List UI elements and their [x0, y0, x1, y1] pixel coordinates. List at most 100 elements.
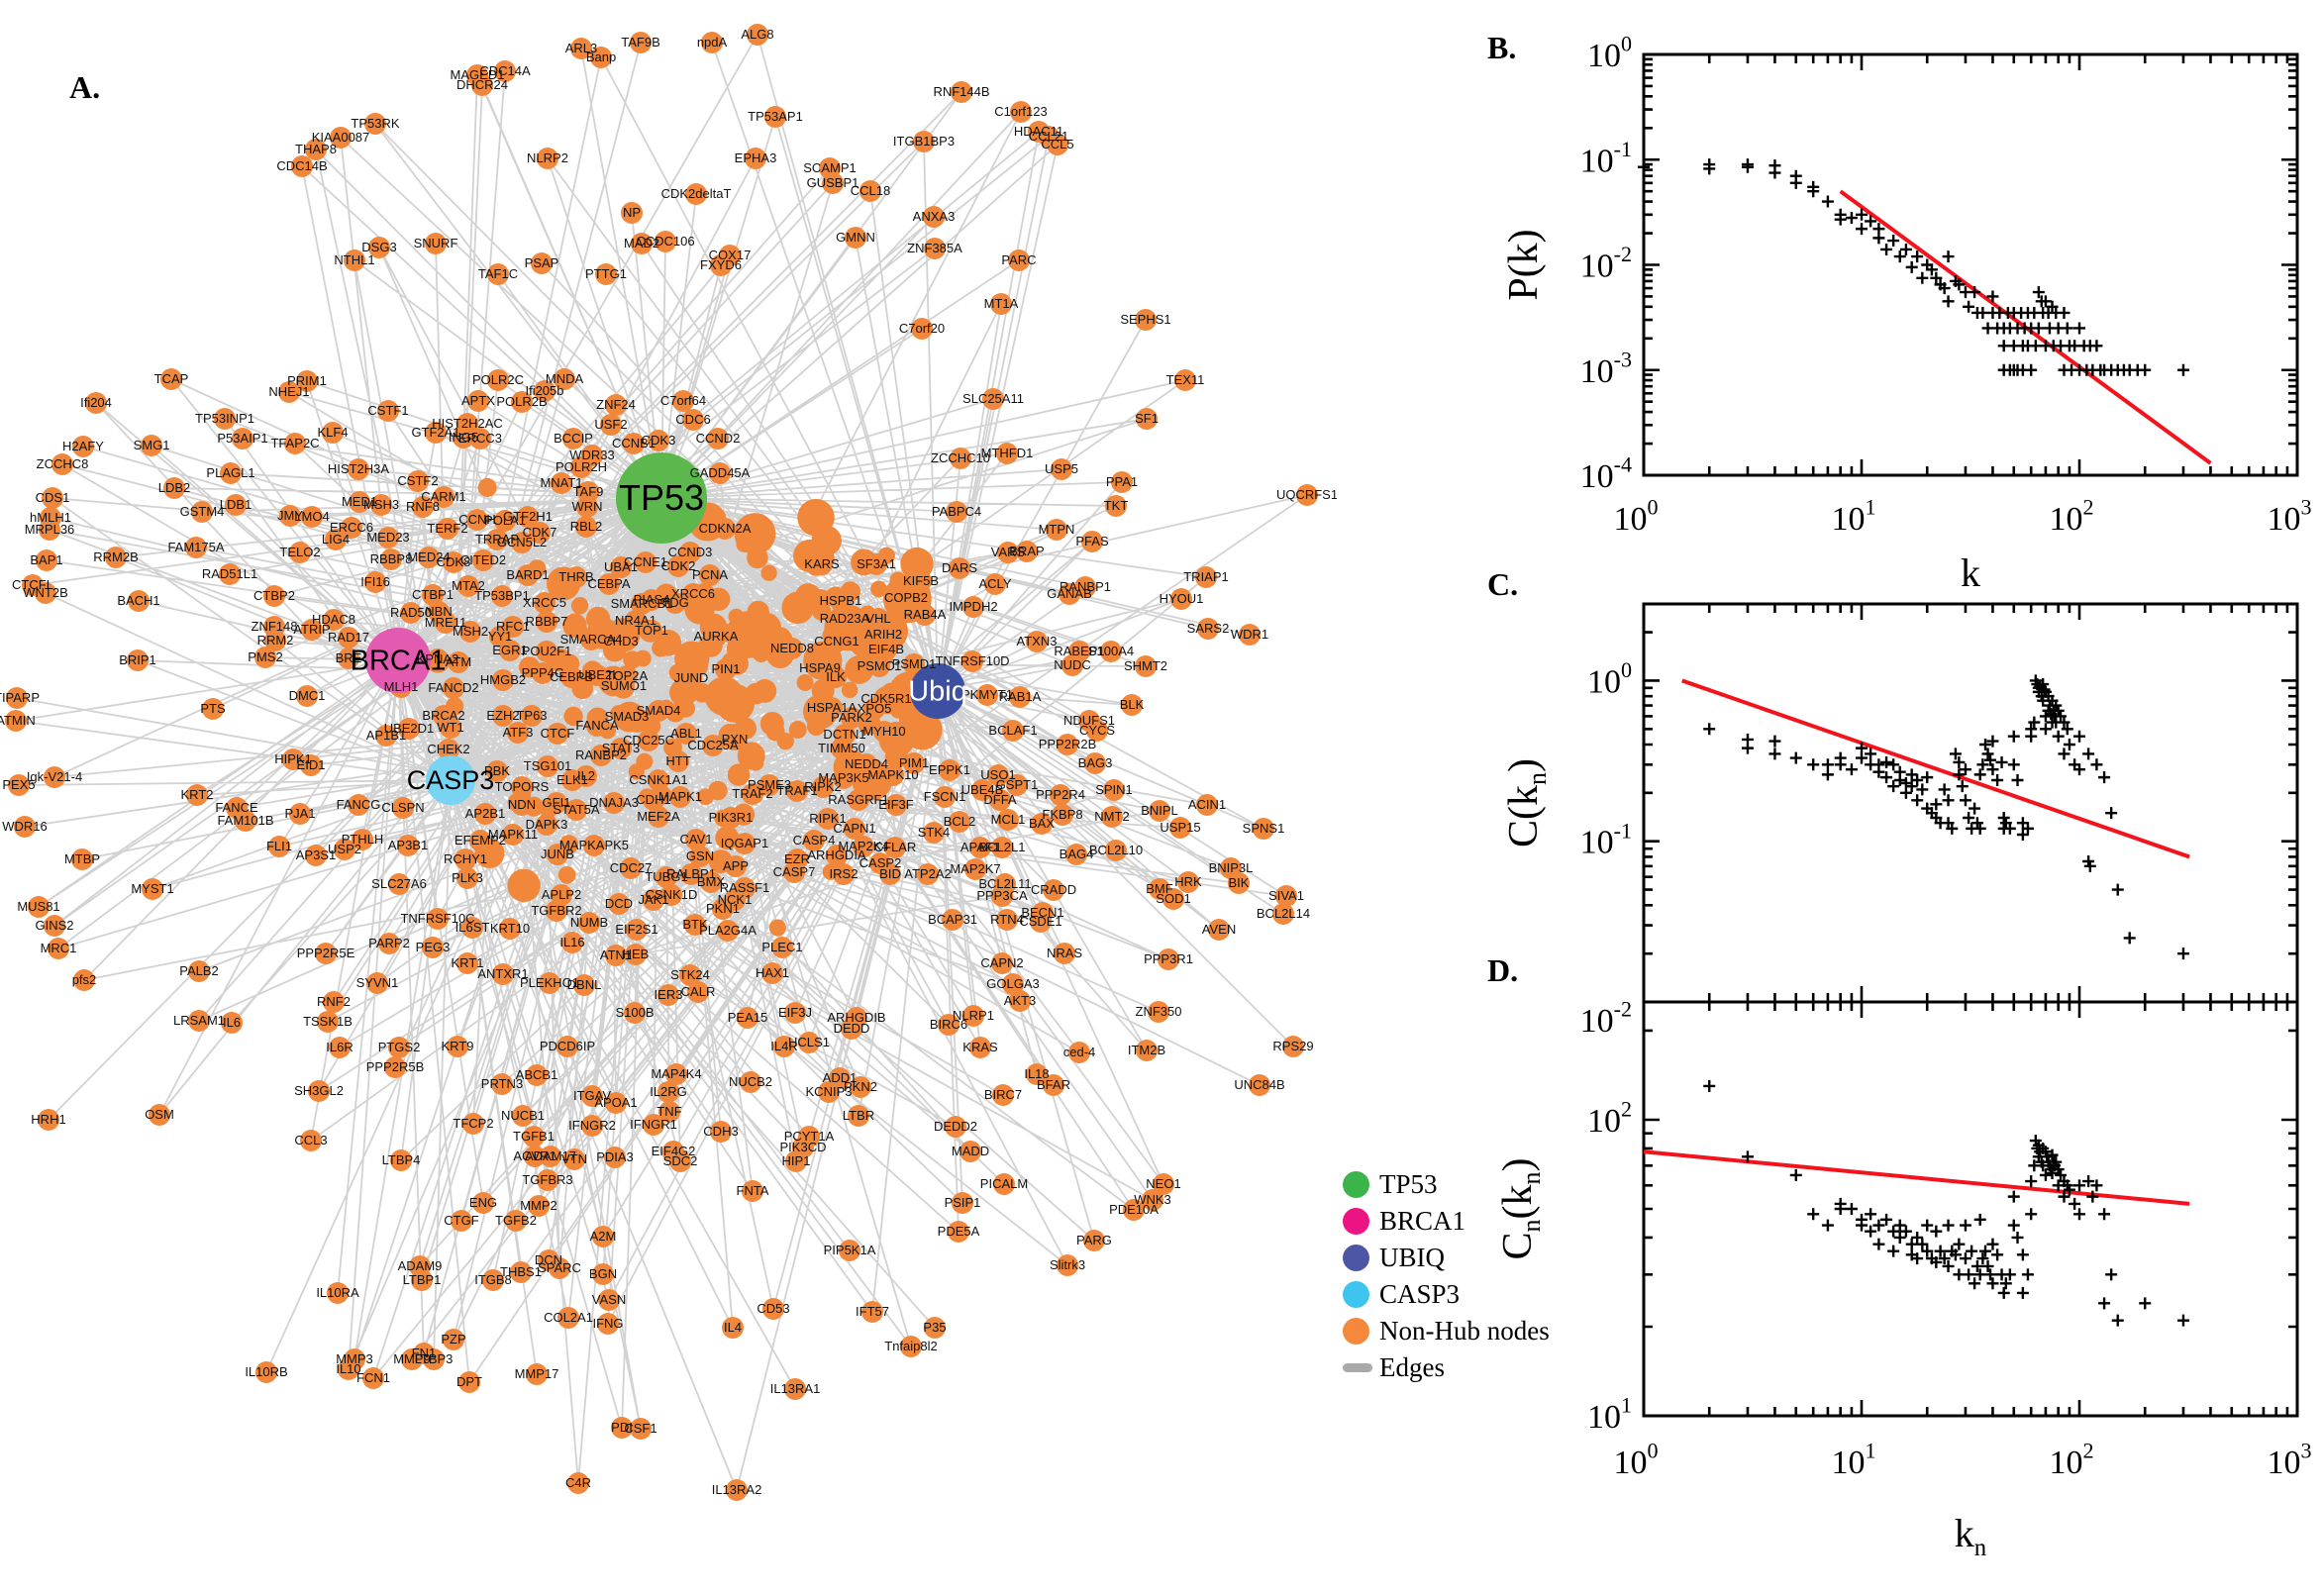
network-node-label: IFNGR2	[568, 1118, 616, 1133]
network-node	[949, 811, 970, 833]
network-node	[289, 803, 311, 825]
network-node	[469, 830, 491, 851]
network-node	[536, 814, 557, 836]
network-node	[341, 517, 362, 539]
network-node	[443, 551, 464, 573]
network-node-label: CAPN1	[833, 821, 875, 836]
network-node-label: CDC14B	[276, 158, 327, 173]
network-node	[440, 717, 461, 739]
network-node-label: CSTF2	[397, 473, 438, 488]
network-node	[1135, 309, 1157, 331]
network-node-label: PTGS2	[378, 1040, 421, 1054]
network-node-label: BCL2L1	[979, 840, 1026, 854]
network-node-label: Ifi204	[80, 395, 112, 410]
y-tick-label: 101	[1587, 1393, 1632, 1436]
network-node-label: CITED2	[460, 552, 506, 567]
network-node-label: STK24	[670, 967, 710, 982]
network-node	[740, 1071, 761, 1093]
network-node	[987, 764, 1009, 786]
network-node-label: TSG101	[524, 758, 571, 773]
network-node-label: npdA	[697, 35, 728, 50]
network-node	[1208, 919, 1230, 941]
network-node-label: DBNL	[567, 977, 602, 992]
network-node	[1051, 458, 1072, 480]
network-node-label: SEPHS1	[1120, 312, 1170, 327]
network-node	[547, 723, 568, 745]
network-node-label: MMP2	[520, 1198, 557, 1213]
network-node-label: PLEC1	[761, 940, 802, 954]
network-node	[185, 537, 207, 558]
network-node-label: S100A4	[1088, 644, 1134, 658]
network-node-label: ATMIN	[0, 713, 36, 728]
network-node-label: FNTA	[737, 1183, 769, 1198]
network-node	[1149, 800, 1170, 822]
network-node-label: ced-4	[1063, 1045, 1096, 1059]
network-node	[984, 573, 1006, 595]
network-node	[672, 390, 694, 412]
network-node	[42, 487, 63, 509]
network-node	[580, 629, 602, 650]
network-node	[996, 909, 1018, 931]
network-node-label: SMG1	[134, 438, 170, 452]
network-node	[705, 626, 727, 648]
network-node	[412, 496, 434, 518]
network-node	[1057, 1254, 1078, 1276]
network-node	[687, 642, 705, 658]
network-node	[219, 563, 241, 585]
network-node-label: CSTF1	[367, 403, 408, 418]
network-node-label: BCL2L11	[978, 876, 1031, 891]
network-node	[507, 722, 529, 744]
network-node-label: FAM101B	[217, 813, 273, 828]
network-node	[1282, 1036, 1304, 1057]
network-node	[745, 682, 767, 705]
network-node	[296, 370, 318, 392]
network-node-label: GMNN	[836, 230, 875, 245]
network-node	[796, 673, 814, 691]
network-node-label: CSDE1	[1019, 914, 1061, 929]
network-node-label: HIST2H2AC	[432, 416, 503, 431]
network-node	[879, 863, 901, 885]
network-node	[634, 649, 652, 667]
network-node-label: IL16	[559, 935, 584, 949]
network-node	[474, 803, 496, 825]
network-node-label: HMGB2	[480, 672, 526, 687]
network-node-label: IL2	[577, 768, 595, 783]
network-node-label: APOA1	[594, 1095, 637, 1110]
network-node-label: CASP4	[793, 833, 836, 848]
network-node	[48, 938, 69, 959]
network-node-label: BID	[879, 866, 901, 881]
network-node	[586, 664, 608, 686]
network-node-label: EIF3F	[878, 797, 913, 812]
legend-node-swatch	[1343, 1245, 1369, 1271]
network-node	[962, 1005, 984, 1027]
legend-node-swatch	[1343, 1208, 1369, 1235]
network-node	[397, 835, 419, 856]
network-node	[635, 551, 656, 573]
network-node-label: CYCS	[1079, 723, 1115, 738]
network-node-label: NDN	[508, 797, 536, 812]
network-node	[856, 753, 877, 775]
network-node	[939, 759, 960, 781]
network-node-label: AP3S1	[296, 848, 336, 862]
network-node	[451, 1210, 472, 1232]
network-node-label: NUCB1	[501, 1108, 545, 1123]
network-node	[669, 786, 691, 808]
network-node-label: IL13RA2	[712, 1482, 762, 1497]
network-node-label: TSSK1B	[303, 1014, 353, 1029]
network-node-label: ACLY	[979, 576, 1012, 591]
network-node	[884, 746, 908, 769]
network-node	[902, 710, 943, 750]
network-node-label: TP53RK	[351, 116, 399, 131]
network-node	[724, 729, 746, 750]
network-node-label: FKBP8	[1042, 807, 1082, 822]
network-node	[1136, 1040, 1158, 1061]
network-node	[1008, 249, 1030, 271]
network-node-label: A2M	[590, 1229, 617, 1244]
network-node	[679, 542, 701, 563]
network-node	[657, 984, 679, 1006]
network-node-label: PTTG1	[585, 266, 627, 281]
network-node-label: DEDD2	[934, 1119, 977, 1134]
network-node	[127, 649, 149, 671]
legend-item-label: BRCA1	[1379, 1206, 1466, 1236]
network-node	[1050, 784, 1071, 806]
